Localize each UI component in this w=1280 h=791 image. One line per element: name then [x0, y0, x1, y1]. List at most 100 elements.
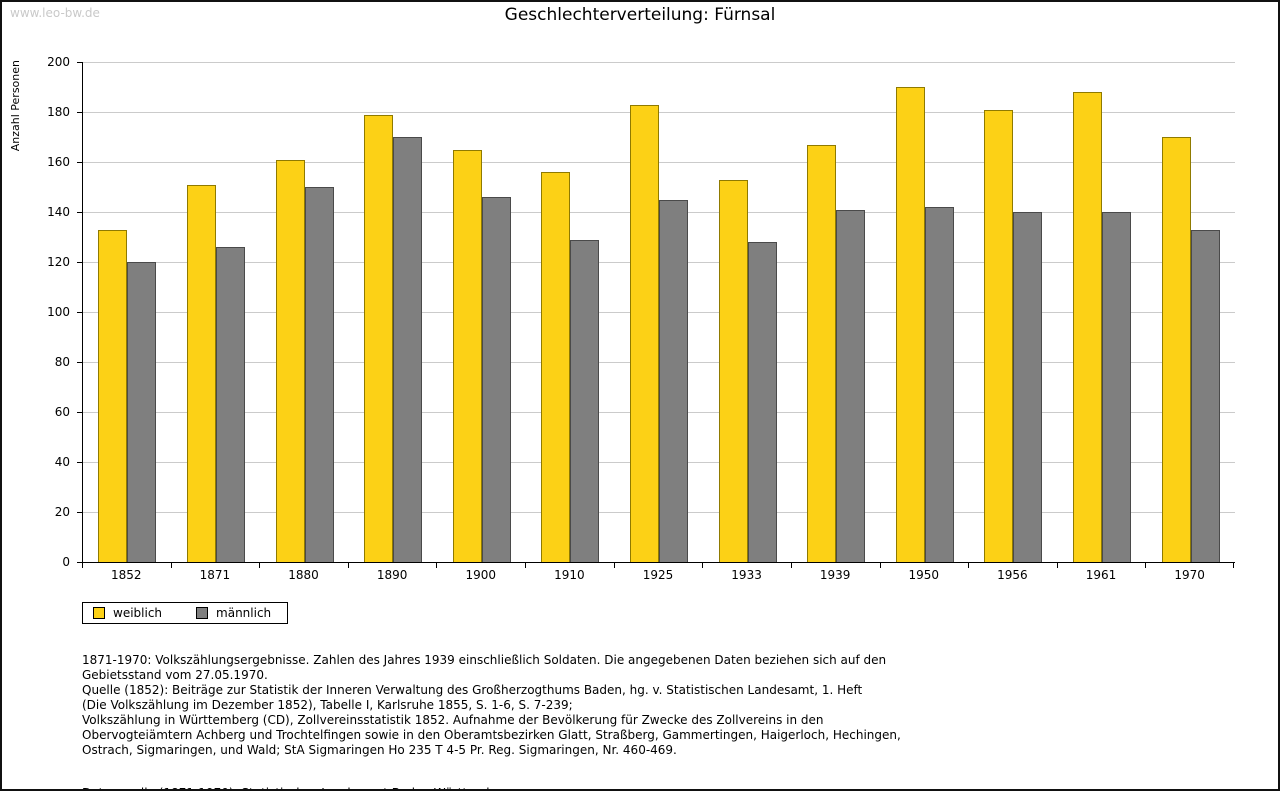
bar-group-1910	[526, 62, 615, 562]
bar-group-1900	[437, 62, 526, 562]
bar-group-1970	[1146, 62, 1235, 562]
y-axis: 0 20 40 60 80 100 120 140 160 180 200	[2, 55, 82, 569]
bar-group-1950	[880, 62, 969, 562]
x-tick	[968, 563, 969, 568]
x-tick	[880, 563, 881, 568]
legend-swatch-weiblich	[93, 607, 105, 619]
y-tick	[77, 562, 82, 563]
bar-group-1871	[172, 62, 261, 562]
bar-group-1933	[703, 62, 792, 562]
x-tick-label: 1933	[731, 568, 762, 582]
bar-weiblich-1939	[807, 144, 837, 562]
x-tick	[614, 563, 615, 568]
bar-weiblich-1890	[364, 114, 394, 562]
x-tick	[702, 563, 703, 568]
y-tick-label: 100	[47, 305, 70, 319]
legend-swatch-maennlich	[196, 607, 209, 619]
y-tick-label: 40	[54, 455, 70, 469]
x-tick-label: 1950	[908, 568, 940, 582]
x-tick-label: 1970	[1174, 568, 1205, 582]
y-tick-label: 200	[47, 55, 70, 69]
y-tick	[77, 162, 82, 163]
y-tick	[77, 312, 82, 313]
bar-group-1890	[349, 62, 438, 562]
legend: weiblich männlich	[82, 602, 289, 624]
y-tick	[77, 362, 82, 363]
y-tick-label: 180	[47, 105, 70, 119]
bar-weiblich-1970	[1161, 137, 1191, 562]
x-tick	[525, 563, 526, 568]
gridline	[83, 62, 1235, 63]
bar-weiblich-1900	[452, 149, 482, 562]
footnote-sources: 1871-1970: Volkszählungsergebnisse. Zahl…	[82, 653, 901, 757]
y-tick-label: 120	[47, 255, 70, 269]
x-tick-label: 1939	[819, 568, 851, 582]
bars-container	[83, 62, 1235, 562]
bar-weiblich-1950	[895, 87, 925, 562]
legend-label-maennlich: männlich	[216, 606, 272, 620]
y-tick-label: 160	[47, 155, 70, 169]
x-tick-label: 1890	[376, 568, 408, 582]
bar-männlich-1910	[570, 239, 600, 562]
bar-männlich-1890	[393, 137, 423, 562]
y-tick	[77, 512, 82, 513]
bar-weiblich-1871	[186, 184, 216, 562]
bar-männlich-1939	[836, 209, 866, 562]
x-tick-label: 1871	[199, 568, 231, 582]
bar-männlich-1880	[304, 187, 334, 562]
bar-group-1939	[792, 62, 881, 562]
y-tick-label: 0	[62, 555, 70, 569]
x-tick-label: 1880	[288, 568, 319, 582]
bar-group-1852	[83, 62, 172, 562]
x-tick	[436, 563, 437, 568]
bar-group-1961	[1058, 62, 1147, 562]
y-tick	[77, 62, 82, 63]
chart-title: Geschlechterverteilung: Fürnsal	[504, 5, 776, 25]
bar-männlich-1925	[658, 199, 688, 562]
x-tick	[348, 563, 349, 568]
bar-weiblich-1933	[718, 179, 748, 562]
y-tick-label: 80	[54, 355, 70, 369]
footnote-data-source: Datenquelle (1871-1970): Statistisches L…	[82, 786, 962, 789]
bar-group-1925	[615, 62, 704, 562]
x-tick-label: 1925	[642, 568, 674, 582]
plot-area	[82, 62, 1235, 563]
bar-männlich-1956	[1013, 212, 1043, 562]
gridline	[83, 112, 1235, 113]
y-tick-label: 20	[54, 505, 70, 519]
bar-weiblich-1880	[275, 159, 305, 562]
x-axis-labels: 1852 1871 1880 1890 1900 1910 1925 1933 1939 1950…	[82, 568, 1234, 582]
bar-männlich-1871	[215, 247, 245, 562]
footnotes: 1871-1970: Volkszählungsergebnisse. Zahl…	[82, 638, 962, 789]
bar-männlich-1900	[481, 197, 511, 562]
watermark: www.leo-bw.de	[10, 6, 100, 20]
x-tick	[1145, 563, 1146, 568]
bar-group-1956	[969, 62, 1058, 562]
x-tick-label: 1900	[465, 568, 497, 582]
x-tick-label: 1956	[997, 568, 1028, 582]
y-tick-label: 140	[47, 205, 70, 219]
x-axis-ticks	[82, 563, 1234, 568]
x-tick-label: 1910	[554, 568, 585, 582]
bar-männlich-1961	[1102, 212, 1131, 562]
x-tick	[259, 563, 260, 568]
bar-weiblich-1961	[1073, 92, 1102, 562]
bar-weiblich-1852	[98, 229, 128, 562]
bar-männlich-1852	[127, 262, 157, 562]
bar-männlich-1970	[1190, 229, 1220, 562]
bar-weiblich-1925	[629, 104, 659, 562]
x-tick	[1233, 563, 1234, 568]
legend-label-weiblich: weiblich	[113, 606, 163, 620]
x-tick-label: 1961	[1085, 568, 1117, 582]
y-tick	[77, 212, 82, 213]
bar-weiblich-1956	[984, 109, 1014, 562]
bar-männlich-1950	[924, 207, 954, 562]
bar-group-1880	[260, 62, 349, 562]
bar-männlich-1933	[747, 242, 777, 562]
x-tick-label: 1852	[111, 568, 142, 582]
x-tick	[171, 563, 172, 568]
bar-weiblich-1910	[541, 172, 571, 562]
x-tick	[791, 563, 792, 568]
y-tick	[77, 112, 82, 113]
